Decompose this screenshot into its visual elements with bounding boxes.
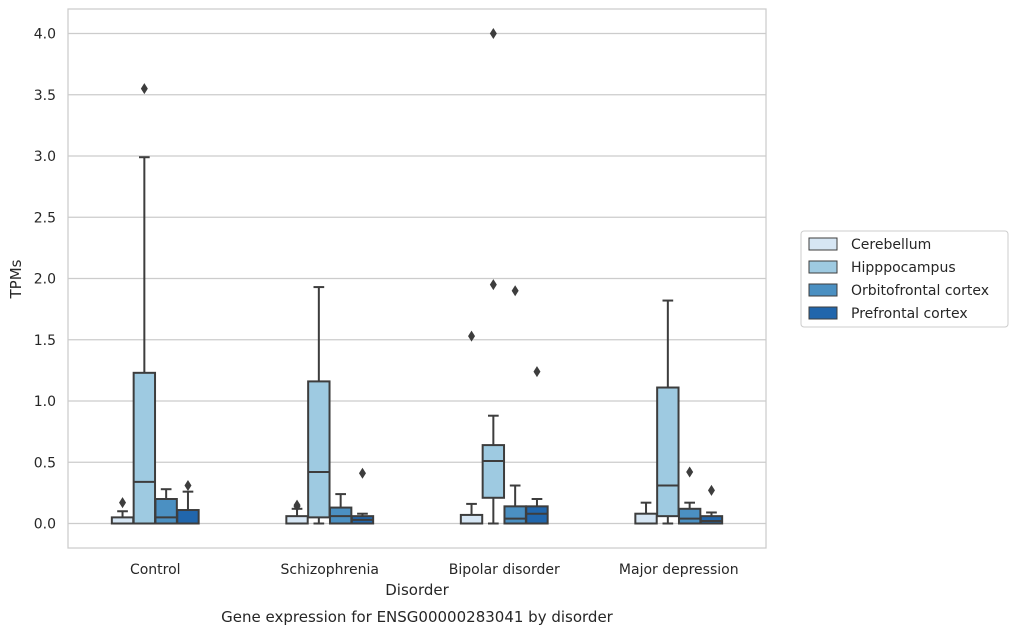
legend: Cerebellum Hipppocampus Orbitofrontal cort… (800, 230, 1009, 328)
box-iqr (481, 444, 506, 499)
box-iqr (459, 513, 484, 525)
legend-label: Cerebellum (851, 237, 931, 253)
box (525, 366, 549, 525)
box-iqr (656, 386, 680, 518)
legend-label: Prefrontal cortex (851, 306, 968, 322)
outlier-point (119, 497, 127, 509)
box (677, 466, 702, 525)
legend-label: Hipppocampus (851, 260, 956, 276)
box (307, 286, 331, 525)
box-iqr (525, 505, 549, 525)
y-tick-label: 2.5 (34, 210, 56, 226)
box-iqr (285, 515, 309, 525)
box-iqr (503, 505, 527, 525)
y-tick-label: 2.0 (34, 272, 56, 288)
box (176, 480, 200, 525)
box-group (634, 299, 724, 525)
y-tick-labels: 0.0 0.5 1.0 1.5 2.0 2.5 3.0 3.5 4.0 (34, 27, 56, 533)
y-tick-label: 3.0 (34, 149, 56, 165)
plot-frame (67, 8, 767, 549)
box (503, 285, 527, 525)
y-tick-label: 4.0 (34, 27, 56, 43)
legend-swatch (808, 306, 838, 320)
box-group (459, 28, 549, 525)
x-tick-label: Control (130, 562, 181, 578)
legend-items: Cerebellum Hipppocampus Orbitofrontal cort… (808, 237, 989, 322)
box-iqr (699, 515, 724, 525)
x-tick-label: Schizophrenia (281, 562, 379, 578)
outlier-point (533, 366, 541, 378)
box (350, 467, 375, 525)
box (328, 493, 353, 525)
box (285, 499, 309, 525)
box-iqr (677, 507, 702, 525)
box (110, 497, 135, 525)
chart-caption: Gene expression for ENSG00000283041 by d… (221, 608, 614, 626)
box (634, 501, 658, 525)
box-iqr (176, 509, 200, 525)
legend-frame (800, 230, 1009, 328)
legend-swatch (808, 237, 838, 251)
outlier-point (686, 466, 694, 478)
legend-swatch (808, 283, 838, 297)
y-tick-label: 0.0 (34, 517, 56, 533)
y-tick-label: 1.0 (34, 394, 56, 410)
outlier-point (468, 330, 476, 342)
box (481, 28, 506, 525)
outlier-point (140, 83, 148, 95)
box-iqr (132, 371, 157, 525)
box (656, 299, 680, 525)
x-tick-labels: Control Schizophrenia Bipolar disorder Majo… (130, 562, 739, 578)
box-groups (110, 28, 724, 525)
outlier-point (707, 484, 715, 496)
box (699, 484, 724, 525)
y-axis-title: TPMs (7, 259, 25, 299)
y-tick-label: 1.5 (34, 333, 56, 349)
legend-swatch (808, 260, 838, 274)
x-axis-title: Disorder (385, 581, 449, 599)
x-tick-label: Bipolar disorder (449, 562, 560, 578)
legend-label: Orbitofrontal cortex (851, 283, 989, 299)
box (459, 330, 484, 525)
y-tick-label: 3.5 (34, 88, 56, 104)
outlier-point (184, 480, 192, 492)
x-tick-label: Major depression (619, 562, 739, 578)
box-iqr (634, 512, 658, 525)
box-group (285, 286, 375, 525)
outlier-point (489, 28, 497, 39)
outlier-point (358, 467, 366, 479)
box-iqr (154, 498, 178, 525)
box (154, 488, 178, 525)
box-group (110, 83, 200, 525)
box (132, 83, 157, 525)
outlier-point (489, 279, 497, 291)
outlier-point (293, 500, 301, 512)
outlier-point (511, 285, 519, 297)
box-iqr (307, 380, 331, 519)
y-tick-label: 0.5 (34, 455, 56, 471)
